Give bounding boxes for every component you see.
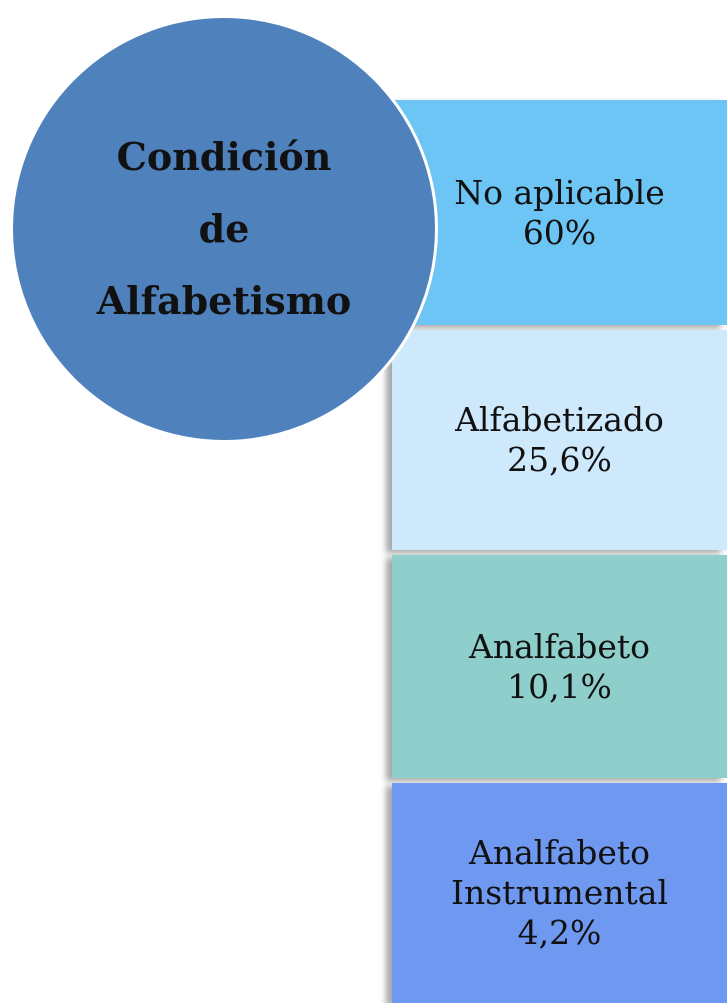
category-label: Analfabeto Instrumental bbox=[450, 833, 669, 912]
category-value: 10,1% bbox=[507, 666, 612, 706]
title-line: Condición bbox=[116, 134, 332, 179]
category-box: No aplicable 60% bbox=[392, 100, 727, 325]
category-label: No aplicable bbox=[454, 172, 665, 212]
category-label: Alfabetizado bbox=[455, 400, 664, 439]
category-box: Analfabeto Instrumental 4,2% bbox=[392, 783, 727, 1003]
title-circle: Condición de Alfabetismo bbox=[10, 15, 438, 443]
title-line: de bbox=[198, 206, 250, 251]
title-line: Alfabetismo bbox=[96, 278, 352, 323]
category-value: 25,6% bbox=[507, 440, 612, 479]
category-value: 4,2% bbox=[517, 913, 602, 952]
category-value: 60% bbox=[522, 212, 597, 252]
category-label: Analfabeto bbox=[469, 626, 650, 666]
category-box: Alfabetizado 25,6% bbox=[392, 330, 727, 550]
category-box: Analfabeto 10,1% bbox=[392, 555, 727, 778]
